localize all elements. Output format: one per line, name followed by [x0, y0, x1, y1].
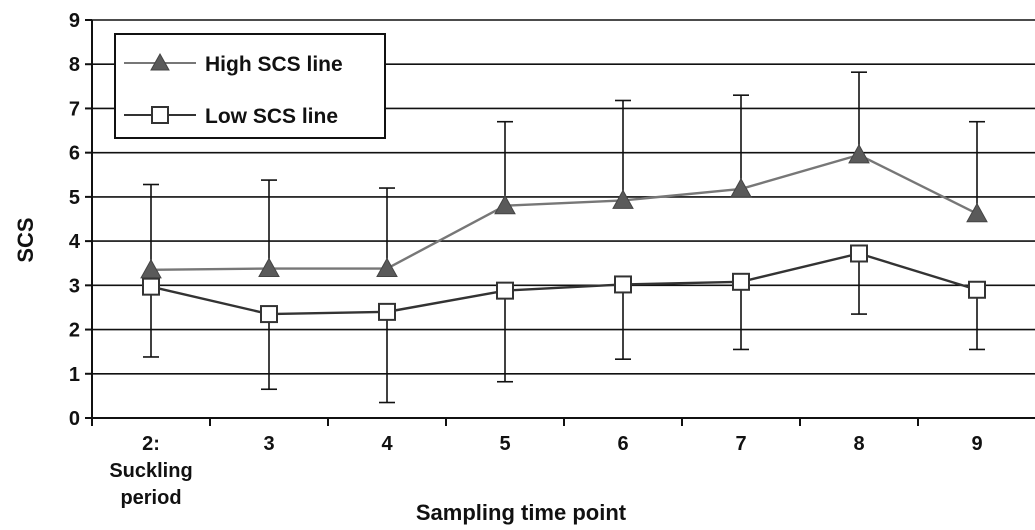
x-tick-label-0-line-1: Suckling	[109, 460, 192, 482]
marker-high-5	[730, 177, 752, 198]
marker-low-1	[260, 305, 278, 324]
marker-low-2	[378, 302, 396, 321]
series-lines	[150, 153, 978, 316]
marker-low-5	[732, 272, 750, 291]
marker-low-3	[496, 281, 514, 300]
marker-high-3	[494, 194, 516, 215]
legend: High SCS line Low SCS line	[114, 33, 386, 139]
x-tick-label-0-line-0: 2:	[142, 433, 160, 455]
legend-low-square-icon	[151, 106, 169, 124]
series-line-high	[150, 153, 978, 272]
marker-high-1	[258, 257, 280, 278]
y-tick-label-7: 7	[69, 98, 80, 120]
marker-high-2	[376, 257, 398, 278]
marker-high-6	[848, 143, 870, 164]
x-tick-label-3: 5	[499, 433, 510, 455]
y-tick-label-1: 1	[69, 364, 80, 386]
y-tick-label-6: 6	[69, 143, 80, 165]
x-tick-label-6: 8	[853, 433, 864, 455]
x-tick-label-5: 7	[735, 433, 746, 455]
marker-low-7	[968, 280, 986, 299]
y-tick-label-2: 2	[69, 320, 80, 342]
x-tick-label-2: 4	[381, 433, 393, 455]
ticks: 0 1 2 3 4 5 6 7 8 9 2: Suckling period 3 4 5 6 7 8 9	[69, 10, 983, 509]
marker-high-4	[612, 189, 634, 209]
y-tick-label-9: 9	[69, 10, 80, 32]
x-tick-label-1: 3	[263, 433, 274, 455]
y-tick-label-5: 5	[69, 187, 80, 209]
marker-low-6	[850, 244, 868, 263]
series-line-low	[150, 252, 978, 316]
data-markers	[140, 143, 988, 324]
x-tick-label-0-line-2: period	[120, 487, 181, 509]
y-tick-label-0: 0	[69, 408, 80, 430]
x-axis-title: Sampling time point	[416, 500, 627, 525]
error-bars	[143, 71, 985, 404]
x-tick-label-4: 6	[617, 433, 628, 455]
legend-high-triangle-icon	[150, 52, 170, 71]
y-tick-label-4: 4	[69, 231, 81, 253]
marker-high-7	[966, 202, 988, 223]
legend-high-label: High SCS line	[205, 53, 343, 76]
y-tick-label-8: 8	[69, 54, 80, 76]
marker-low-0	[142, 277, 160, 296]
y-axis-title: SCS	[13, 217, 38, 262]
y-tick-label-3: 3	[69, 275, 80, 297]
x-tick-label-7: 9	[971, 433, 982, 455]
legend-low-label: Low SCS line	[205, 105, 338, 128]
marker-low-4	[614, 275, 632, 294]
